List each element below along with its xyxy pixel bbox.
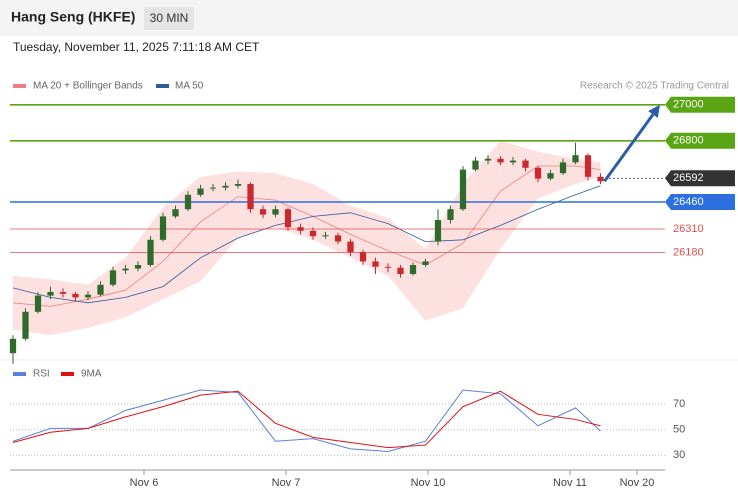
candle-body [484,158,492,161]
candle-body [309,230,317,237]
candle-body [122,268,129,271]
level-label: 26310 [673,223,704,235]
legend-swatch [156,84,169,88]
legend-label: MA 50 [175,81,204,92]
candle-body [84,294,92,298]
candle-body [172,209,179,217]
level-label: 27000 [673,99,704,111]
level-label: 26460 [673,196,704,208]
candle-body [197,188,204,195]
candle-body [47,292,54,296]
candle-body [97,284,104,295]
candle-body [109,270,117,285]
interval-badge [144,7,194,30]
candle-body [259,209,267,215]
candle-body [334,235,342,242]
legend-swatch [13,372,26,376]
header-bar [0,0,738,36]
legend-label: MA 20 + Bollinger Bands [33,81,143,92]
candle-body [22,311,29,339]
candle-body [72,293,79,298]
forecast-arrowhead [648,104,660,119]
candle-body [322,235,329,237]
y-tick-label: 70 [673,398,685,410]
x-tick-label: Nov 11 [553,477,587,489]
candle-body [59,292,67,294]
x-tick-label: Nov 6 [130,477,159,489]
candle-body [209,187,217,189]
candle-body [472,160,479,170]
level-tag [665,170,735,187]
candle-body [584,155,592,177]
y-tick-label: 30 [673,449,685,461]
candle-body [597,176,604,182]
candle-body [509,160,517,163]
candle-body [434,220,442,242]
forecast-arrow [603,113,655,183]
candle-body [372,261,379,267]
rsi-line [12,390,601,449]
x-tick-label: Nov 20 [620,477,655,489]
level-label: 26800 [673,135,704,147]
candle-body [534,167,542,179]
level-tag [665,96,735,113]
level-label: 26180 [673,246,704,258]
level-tag [665,132,735,149]
candle-body [397,267,404,274]
candle-body [284,209,292,228]
level-label: 26592 [673,172,704,184]
candle-body [384,266,392,268]
candle-body [347,241,354,253]
candle-body [497,158,504,163]
candle-body [547,173,554,179]
candle-body [297,227,304,231]
candle-body [147,239,154,265]
legend-swatch [13,84,26,88]
candle-body [359,252,367,262]
candle-body [522,160,529,168]
bollinger-band [13,140,601,336]
candle-body [272,209,279,215]
title: Hang Seng (HKFE) [11,9,135,25]
level-tag [665,194,735,210]
legend-label: RSI [33,369,50,380]
candle-body [572,155,579,163]
ma50-line [12,185,601,304]
y-tick-label: 50 [673,424,685,436]
candle-body [409,265,417,274]
candle-body [559,162,567,174]
candle-body [234,184,242,186]
legend-swatch [61,372,74,376]
candle-body [159,216,167,240]
candle-body [247,184,254,210]
interval: 30 MIN [150,11,189,25]
candle-body [447,209,454,220]
candle-body [134,265,142,269]
datetime: Tuesday, November 11, 2025 7:11:18 AM CE… [13,40,260,54]
candle-body [9,338,17,354]
x-tick-label: Nov 10 [411,477,446,489]
candle-body [459,169,467,210]
credit: Research © 2025 Trading Central [580,81,729,92]
legend-label: 9MA [81,369,102,380]
rsi-line [12,389,601,452]
candle-body [184,194,192,210]
candle-body [34,295,42,312]
candle-body [422,261,429,265]
candle-body [222,185,229,188]
x-tick-label: Nov 7 [272,477,301,489]
